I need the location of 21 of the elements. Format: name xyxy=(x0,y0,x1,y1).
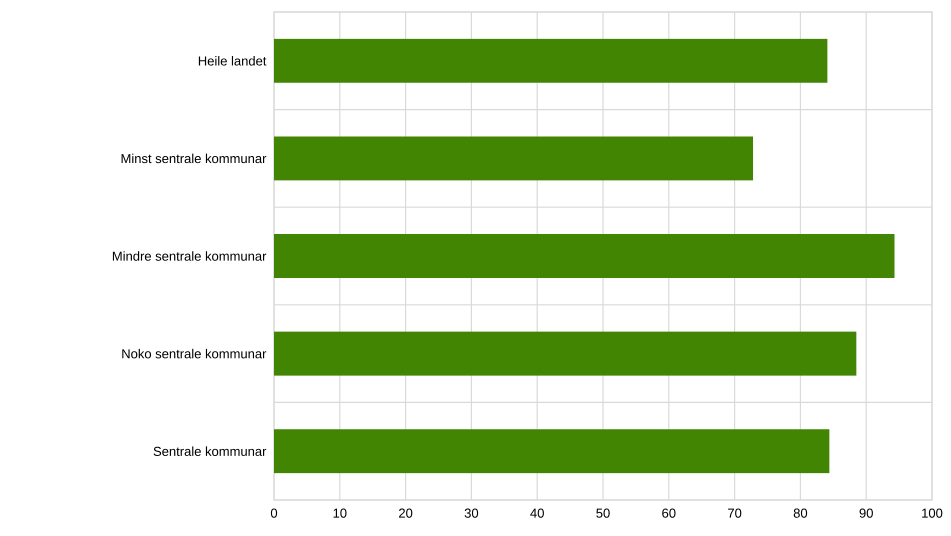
bar xyxy=(274,429,830,474)
y-tick-label: Sentrale kommunar xyxy=(154,446,266,456)
x-tick-label: 0 xyxy=(270,508,278,518)
y-tick-label: Noko sentrale kommunar xyxy=(122,348,266,358)
bar xyxy=(274,136,754,180)
x-tick-label: 100 xyxy=(922,508,942,518)
y-tick-label: Mindre sentrale kommunar xyxy=(112,251,266,261)
bar xyxy=(274,38,828,83)
x-tick-label: 80 xyxy=(794,508,808,518)
y-tick-label: Heile landet xyxy=(198,56,266,66)
y-tick-label: Minst sentrale kommunar xyxy=(122,154,266,164)
x-tick-label: 60 xyxy=(662,508,676,518)
x-tick-label: 70 xyxy=(728,508,742,518)
x-tick-label: 10 xyxy=(334,508,347,518)
x-tick-label: 90 xyxy=(860,508,873,518)
bar xyxy=(274,332,856,376)
x-tick-label: 50 xyxy=(596,508,610,518)
x-tick-label: 20 xyxy=(399,508,412,518)
bar xyxy=(274,234,895,278)
x-tick-label: 30 xyxy=(464,508,478,518)
x-tick-label: 40 xyxy=(530,508,544,518)
